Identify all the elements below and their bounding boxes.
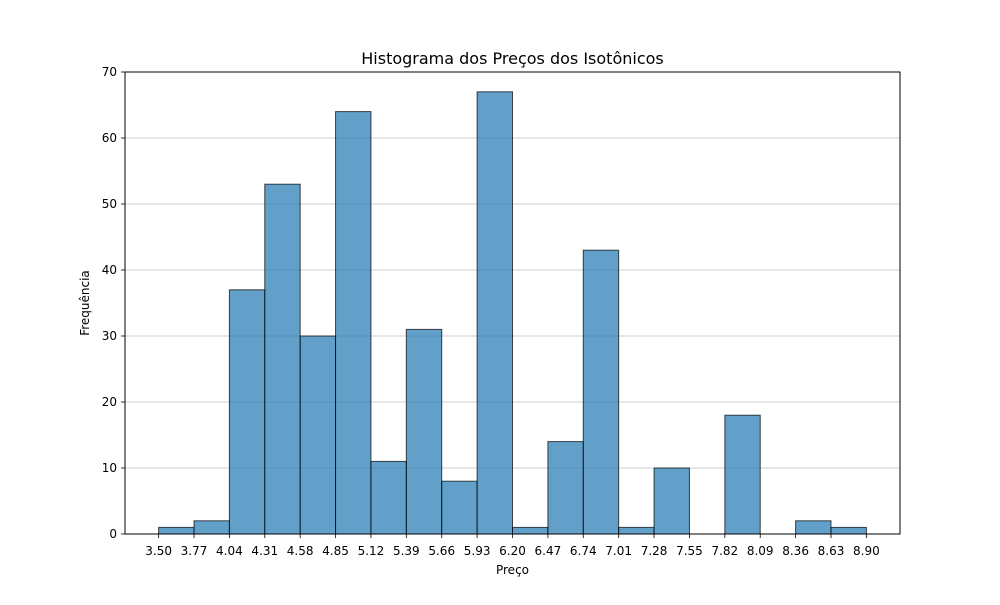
- y-tick-label: 50: [102, 197, 117, 211]
- x-tick-label: 5.93: [464, 544, 491, 558]
- histogram-bar: [193, 520, 230, 535]
- x-tick-label: 7.01: [605, 544, 632, 558]
- x-tick-label: 7.28: [641, 544, 668, 558]
- histogram-bar: [476, 91, 514, 535]
- x-tick-label: 5.66: [428, 544, 455, 558]
- histogram-bar: [512, 526, 549, 535]
- y-tick-label: 30: [102, 329, 117, 343]
- x-tick-label: 4.31: [251, 544, 278, 558]
- x-tick-label: 6.47: [535, 544, 562, 558]
- x-tick-label: 7.55: [676, 544, 703, 558]
- y-axis-label: Frequência: [78, 270, 92, 336]
- bars-layer: [158, 91, 867, 535]
- x-tick-label: 8.63: [818, 544, 845, 558]
- histogram-bar: [441, 480, 478, 535]
- y-tick-label: 20: [102, 395, 117, 409]
- x-tick-label: 6.74: [570, 544, 597, 558]
- x-tick-label: 8.90: [853, 544, 880, 558]
- histogram-bar: [370, 460, 407, 535]
- histogram-bar: [158, 526, 195, 535]
- x-tick-label: 4.04: [216, 544, 243, 558]
- y-tick-label: 60: [102, 131, 117, 145]
- histogram-bar: [724, 414, 761, 535]
- histogram-bar: [795, 520, 832, 535]
- x-tick-label: 4.85: [322, 544, 349, 558]
- x-axis-ticks: 3.50 3.77 4.04 4.31 4.58 4.85 5.12 5.39 5.66 5.93…: [145, 534, 880, 558]
- histogram-bar: [582, 249, 620, 535]
- histogram-bar: [618, 526, 655, 535]
- y-axis-ticks: 0 10 20 30 40 50 60 70: [102, 65, 125, 541]
- y-tick-label: 0: [109, 527, 117, 541]
- histogram-bar: [299, 335, 337, 535]
- x-tick-label: 8.09: [747, 544, 774, 558]
- x-tick-label: 8.36: [782, 544, 809, 558]
- x-tick-label: 5.39: [393, 544, 420, 558]
- histogram-bar: [653, 467, 690, 535]
- x-tick-label: 6.20: [499, 544, 526, 558]
- histogram-bar: [547, 441, 584, 535]
- histogram-bar: [830, 526, 867, 535]
- x-tick-label: 3.50: [145, 544, 172, 558]
- y-tick-label: 70: [102, 65, 117, 79]
- y-tick-label: 40: [102, 263, 117, 277]
- x-tick-label: 5.12: [358, 544, 385, 558]
- histogram-bar: [335, 111, 372, 535]
- y-tick-label: 10: [102, 461, 117, 475]
- chart-title: Histograma dos Preços dos Isotônicos: [361, 49, 663, 68]
- x-tick-label: 3.77: [181, 544, 208, 558]
- histogram-bar: [405, 328, 443, 535]
- x-tick-label: 7.82: [711, 544, 738, 558]
- x-axis-label: Preço: [496, 563, 529, 577]
- x-tick-label: 4.58: [287, 544, 314, 558]
- histogram-bar: [264, 183, 301, 535]
- histogram-bar: [228, 289, 266, 535]
